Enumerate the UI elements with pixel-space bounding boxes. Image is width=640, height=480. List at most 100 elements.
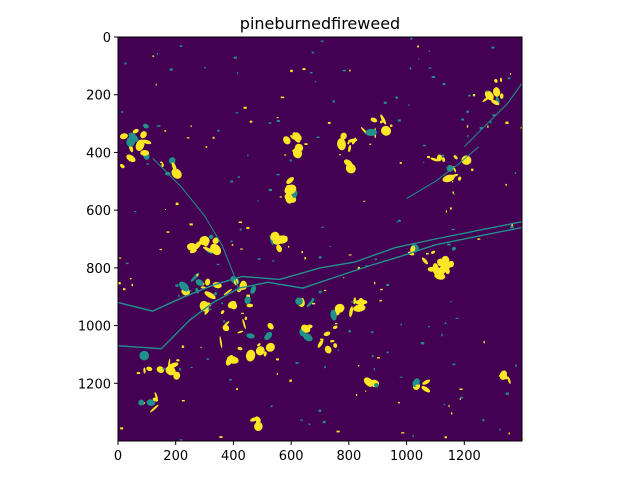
mask-patch [284, 184, 297, 195]
mask-speck [444, 322, 447, 325]
mask-speck [301, 251, 303, 254]
mask-patch [265, 342, 275, 352]
mask-speck [468, 94, 471, 97]
mask-speck [276, 373, 279, 375]
mask-patch [171, 162, 177, 172]
mask-speck [510, 226, 514, 229]
mask-patch [193, 241, 202, 251]
mask-patch [237, 330, 244, 334]
y-tick-label: 800 [86, 262, 111, 277]
mask-speck [397, 119, 401, 122]
mask-speck [491, 46, 495, 49]
mask-patch [245, 349, 256, 362]
mask-speck [121, 111, 124, 113]
river-line [463, 82, 523, 148]
mask-speck [146, 163, 149, 165]
mask-patch [276, 244, 282, 253]
mask-speck [186, 137, 190, 139]
mask-speck [508, 432, 510, 435]
mask-speck [374, 281, 376, 285]
mask-patch [430, 157, 439, 162]
mask-speck [459, 398, 461, 400]
mask-patch [491, 99, 500, 106]
mask-speck [505, 392, 509, 395]
mask-speck [451, 412, 453, 415]
mask-patch [451, 246, 456, 251]
mask-patch [199, 236, 210, 246]
mask-patch [254, 421, 263, 431]
mask-speck [246, 294, 250, 297]
mask-patch [264, 331, 273, 341]
mask-patch [295, 297, 303, 306]
mask-patch [441, 157, 446, 162]
mask-speck [229, 358, 234, 360]
mask-speck [284, 154, 287, 156]
mask-speck [399, 162, 402, 164]
x-tick-label: 1000 [390, 449, 423, 464]
mask-speck [289, 379, 292, 382]
mask-speck [365, 265, 369, 267]
mask-speck [120, 427, 124, 430]
mask-speck [217, 129, 220, 132]
mask-speck [310, 72, 313, 74]
mask-speck [507, 77, 511, 80]
mask-patch [126, 154, 136, 163]
y-tick-label: 600 [86, 204, 111, 219]
mask-patch [493, 87, 501, 97]
mask-speck [409, 67, 412, 70]
mask-patch [329, 339, 335, 343]
plot-frame [117, 36, 523, 442]
mask-patch [353, 304, 366, 312]
mask-speck [363, 200, 366, 202]
mask-patch [143, 367, 146, 374]
mask-speck [365, 390, 367, 392]
mask-speck [386, 351, 389, 354]
x-tick-label: 0 [114, 449, 122, 464]
mask-speck [257, 200, 259, 202]
mask-speck [441, 154, 445, 157]
mask-speck [251, 287, 255, 289]
x-axis: 0 200 400 600 800 1000 1200 [114, 441, 481, 464]
mask-patch [450, 174, 459, 178]
mask-speck [452, 181, 454, 183]
mask-speck [459, 388, 463, 390]
mask-patch [499, 77, 503, 82]
mask-patch [347, 141, 350, 145]
mask-speck [427, 156, 430, 159]
mask-speck [270, 405, 273, 408]
y-tick-label: 200 [86, 89, 111, 104]
mask-speck [499, 428, 501, 431]
mask-speck [351, 301, 354, 303]
y-tick-label: 1200 [78, 377, 111, 392]
mask-patch [199, 300, 209, 312]
mask-speck [233, 56, 237, 59]
mask-speck [314, 81, 317, 83]
mask-speck [447, 243, 451, 246]
river-line [117, 226, 523, 350]
mask-speck [179, 439, 183, 441]
mask-patch [178, 281, 190, 292]
mask-speck [452, 363, 456, 366]
mask-patch [494, 78, 498, 83]
mask-patch [140, 131, 147, 139]
mask-speck [398, 401, 400, 404]
mask-speck [466, 110, 470, 113]
mask-speck [383, 101, 387, 104]
mask-speck [472, 94, 476, 97]
mask-speck [487, 125, 489, 128]
mask-speck [422, 144, 426, 147]
mask-speck [400, 323, 402, 326]
mask-patch [283, 136, 291, 145]
mask-speck [337, 349, 339, 351]
mask-speck [408, 104, 410, 106]
mask-patch [167, 358, 171, 370]
plot-area [117, 36, 524, 442]
mask-patch [348, 144, 352, 153]
mask-speck [230, 180, 234, 183]
mask-patch [213, 292, 218, 296]
mask-speck [221, 302, 224, 304]
mask-speck [302, 68, 306, 71]
mask-speck [289, 159, 292, 162]
mask-patch [167, 362, 179, 369]
mask-speck [371, 355, 374, 358]
